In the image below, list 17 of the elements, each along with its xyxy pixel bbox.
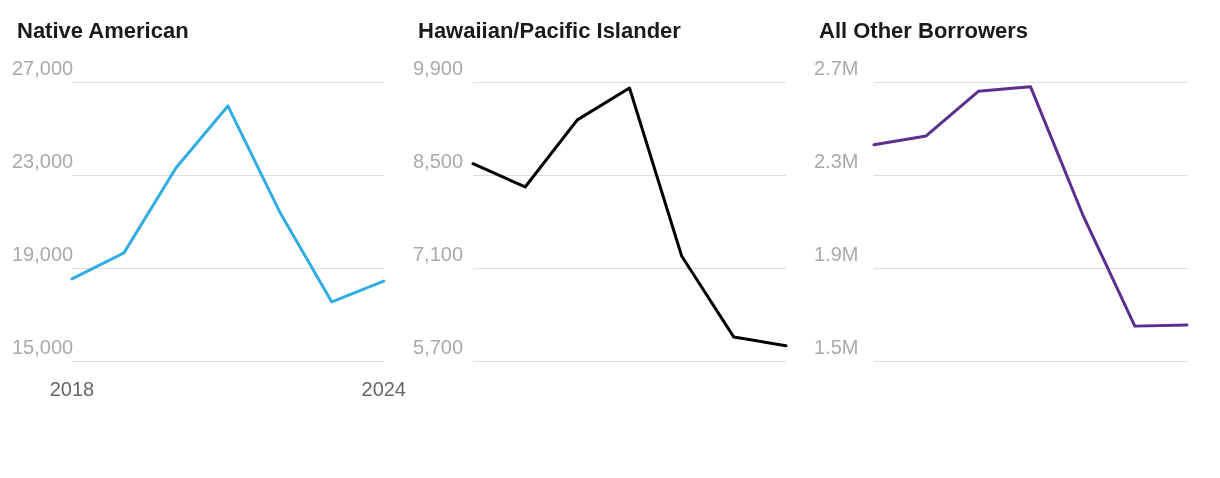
x-tick-label: 2024 (361, 378, 406, 400)
chart-title: Native American (17, 17, 189, 43)
y-tick-label: 7,100 (413, 243, 464, 265)
y-tick-label: 5,700 (413, 336, 464, 358)
y-tick-label: 2.7M (814, 57, 859, 79)
y-tick-label: 27,000 (12, 57, 74, 79)
chart-title: All Other Borrowers (819, 17, 1029, 43)
y-tick-label: 9,900 (413, 57, 464, 79)
chart-title: Hawaiian/Pacific Islander (418, 17, 682, 43)
y-tick-label: 2.3M (814, 150, 859, 172)
y-tick-label: 19,000 (12, 243, 74, 265)
y-tick-label: 8,500 (413, 150, 464, 172)
x-tick-label: 2018 (49, 378, 95, 400)
y-tick-label: 1.9M (814, 243, 859, 265)
y-tick-label: 23,000 (12, 150, 74, 172)
y-tick-label: 15,000 (12, 336, 74, 358)
y-tick-label: 1.5M (814, 336, 859, 358)
